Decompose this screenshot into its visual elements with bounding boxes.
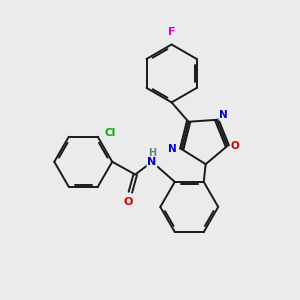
Text: Cl: Cl xyxy=(105,128,116,138)
Text: N: N xyxy=(147,157,157,167)
Text: N: N xyxy=(219,110,228,120)
Text: N: N xyxy=(169,144,177,154)
Text: O: O xyxy=(124,197,133,207)
Text: H: H xyxy=(148,148,156,158)
Text: F: F xyxy=(168,27,175,37)
Text: O: O xyxy=(231,141,239,151)
